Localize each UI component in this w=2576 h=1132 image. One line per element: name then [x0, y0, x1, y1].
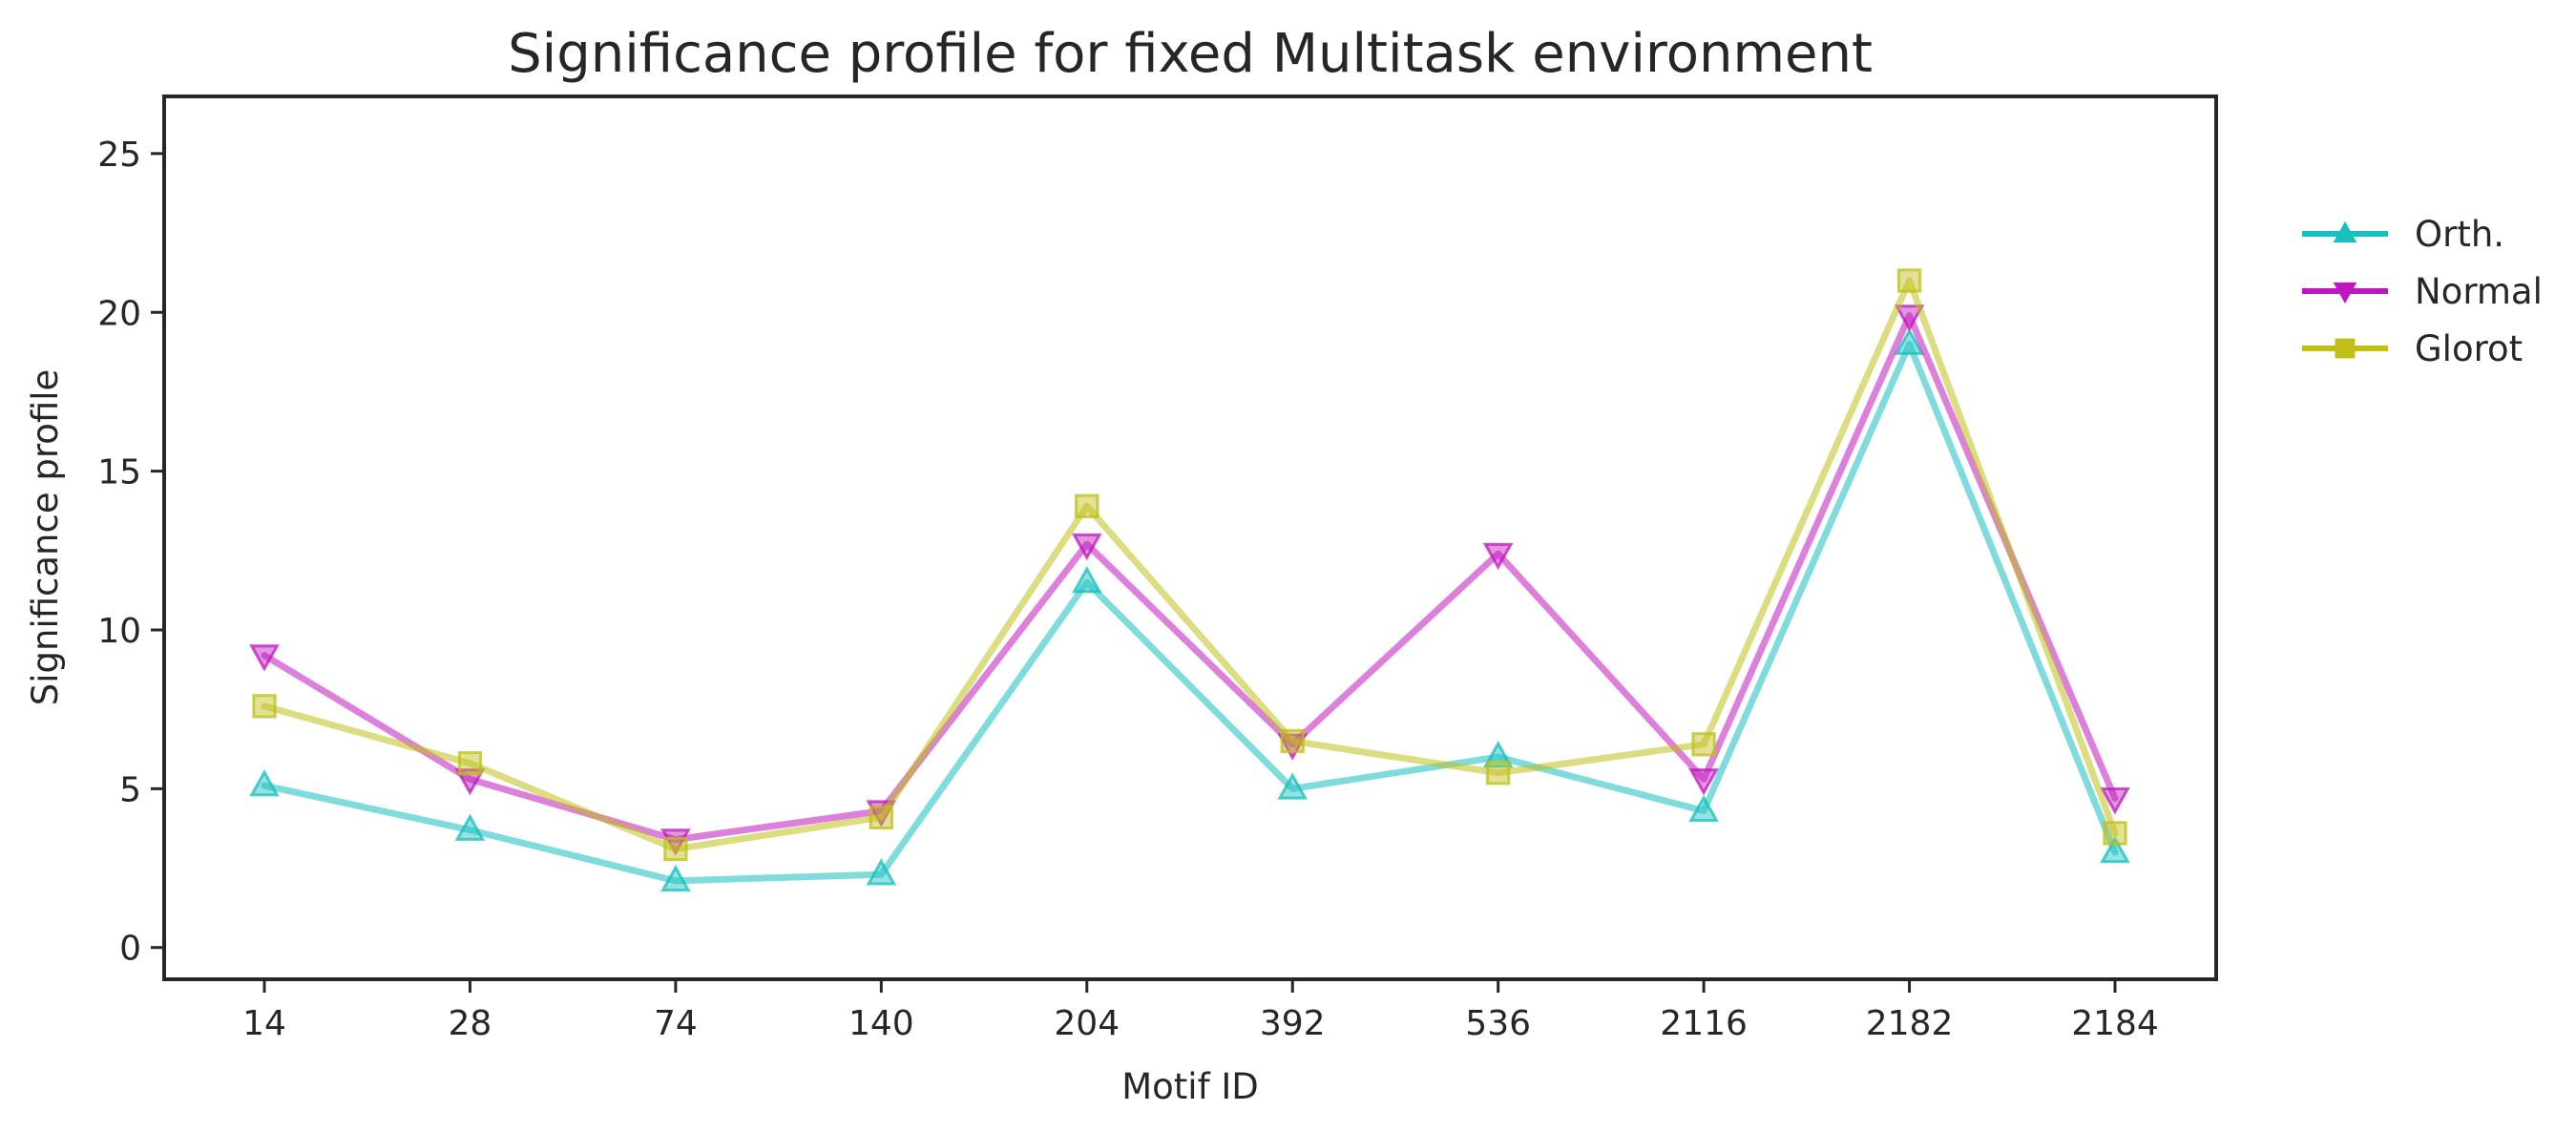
plot-area [249, 268, 2130, 892]
x-tick-label: 2182 [1866, 1004, 1954, 1043]
x-tick-label: 536 [1465, 1004, 1531, 1043]
data-point [866, 858, 897, 886]
series-glorot [252, 268, 2127, 862]
legend-marker [2335, 338, 2356, 359]
y-tick-label: 20 [97, 294, 141, 333]
x-tick-label: 2116 [1660, 1004, 1748, 1043]
data-point [1688, 794, 1719, 822]
x-tick-label: 392 [1260, 1004, 1326, 1043]
series-line [261, 312, 2119, 844]
x-tick-label: 28 [449, 1004, 492, 1043]
legend: Orth. Normal Glorot [2302, 214, 2543, 369]
legend-label: Orth. [2415, 214, 2504, 255]
series-line [261, 277, 2119, 853]
x-axis-label: Motif ID [1121, 1066, 1259, 1107]
data-point [1691, 732, 1716, 757]
x-axis: 14 28 74 140 204 392 536 2116 2182 2184 [242, 979, 2159, 1043]
y-tick-label: 5 [119, 770, 141, 809]
y-tick-label: 25 [97, 136, 141, 175]
series-orth [249, 327, 2130, 892]
y-tick-label: 10 [97, 612, 141, 651]
data-point [249, 768, 280, 797]
plot-frame [162, 94, 2218, 981]
data-point [2103, 821, 2127, 846]
data-point [457, 751, 483, 776]
x-tick-label: 2184 [2071, 1004, 2159, 1043]
data-point [1075, 493, 1100, 518]
legend-label: Normal [2415, 271, 2543, 312]
data-point [1071, 566, 1102, 594]
data-point [454, 768, 486, 796]
legend-item: Glorot [2302, 328, 2523, 369]
x-tick-label: 140 [848, 1004, 914, 1043]
data-point [869, 805, 894, 830]
data-point [1688, 768, 1719, 796]
series-line [261, 341, 2119, 885]
x-tick-label: 14 [242, 1004, 286, 1043]
data-point [1896, 268, 1922, 293]
y-axis-label: Significance profile [25, 369, 66, 706]
data-point [1485, 761, 1511, 786]
data-point [1280, 728, 1305, 754]
legend-item: Normal [2302, 271, 2543, 312]
y-axis: 0 5 10 15 20 25 [97, 136, 164, 969]
data-point [663, 836, 688, 862]
legend-label: Glorot [2415, 328, 2523, 369]
data-point [249, 644, 280, 672]
data-point [2100, 787, 2130, 815]
data-point [252, 694, 277, 719]
chart-title: Significance profile for fixed Multitask… [508, 23, 1873, 85]
data-point [1894, 304, 1925, 332]
y-tick-label: 15 [97, 453, 141, 493]
data-point [454, 813, 486, 841]
data-point [1482, 542, 1514, 571]
data-point [1071, 533, 1102, 561]
x-tick-label: 74 [654, 1004, 698, 1043]
data-point [1482, 741, 1514, 768]
legend-item: Orth. [2302, 214, 2504, 255]
data-point [1277, 772, 1309, 800]
legend-marker [2333, 282, 2357, 304]
data-point [660, 828, 691, 856]
legend-marker [2333, 221, 2357, 243]
data-point [2100, 835, 2130, 864]
data-point [1894, 327, 1925, 355]
x-tick-label: 204 [1054, 1004, 1120, 1043]
y-tick-label: 0 [119, 930, 141, 969]
series-normal [249, 304, 2130, 856]
data-point [660, 864, 691, 892]
